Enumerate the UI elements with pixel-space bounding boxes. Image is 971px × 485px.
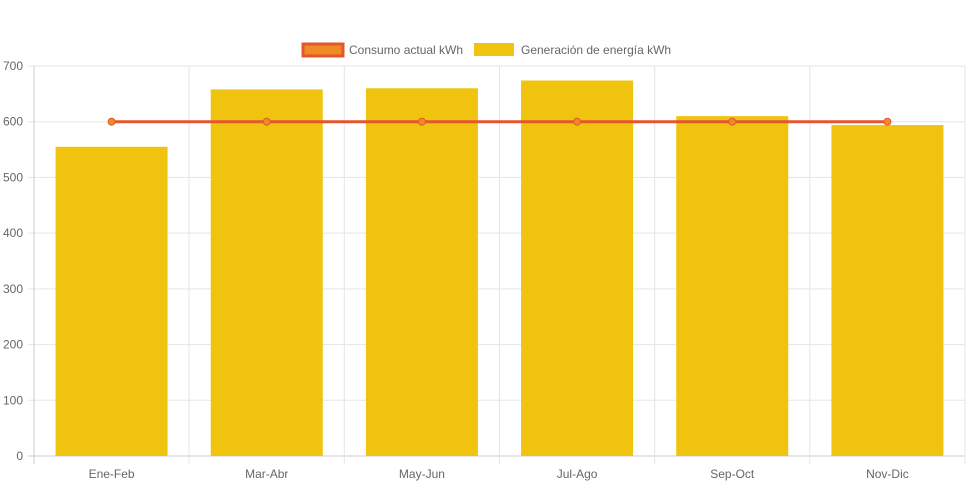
- bar[interactable]: [521, 80, 634, 456]
- bar[interactable]: [676, 116, 789, 457]
- y-tick-label: 500: [3, 170, 23, 184]
- legend-item[interactable]: Consumo actual kWh: [301, 42, 463, 58]
- legend-item[interactable]: Generación de energía kWh: [474, 43, 671, 57]
- y-tick-label: 200: [3, 338, 23, 352]
- grid: [28, 65, 966, 464]
- legend-swatch: [301, 42, 345, 58]
- line-point[interactable]: [417, 117, 426, 126]
- x-axis-ticks: Ene-Feb Mar-Abr May-Jun Jul-Ago Sep-Oct Nov-D…: [89, 467, 909, 481]
- legend-swatch: [474, 43, 514, 56]
- y-axis-ticks: 0 100 200 300 400 500 600 700: [3, 59, 23, 463]
- y-tick-label: 100: [3, 393, 23, 407]
- line-series: [107, 117, 892, 126]
- x-tick-label: Nov-Dic: [866, 467, 909, 481]
- bar[interactable]: [831, 125, 944, 457]
- line-point[interactable]: [883, 117, 892, 126]
- bar[interactable]: [210, 89, 323, 457]
- y-tick-label: 0: [16, 449, 23, 463]
- x-tick-label: Jul-Ago: [557, 467, 598, 481]
- x-tick-label: May-Jun: [399, 467, 445, 481]
- line-point[interactable]: [573, 117, 582, 126]
- line-point[interactable]: [262, 117, 271, 126]
- legend-label: Consumo actual kWh: [349, 43, 463, 57]
- bar[interactable]: [365, 88, 478, 457]
- y-tick-label: 700: [3, 59, 23, 73]
- line-point[interactable]: [728, 117, 737, 126]
- bar-series: [55, 80, 944, 457]
- legend-label: Generación de energía kWh: [521, 43, 671, 57]
- y-tick-label: 400: [3, 226, 23, 240]
- y-tick-label: 600: [3, 115, 23, 129]
- x-tick-label: Ene-Feb: [89, 467, 135, 481]
- legend[interactable]: Consumo actual kWh Generación de energía …: [301, 42, 671, 58]
- line-point[interactable]: [107, 117, 116, 126]
- bar[interactable]: [55, 146, 168, 457]
- x-tick-label: Mar-Abr: [245, 467, 288, 481]
- x-tick-label: Sep-Oct: [710, 467, 755, 481]
- y-tick-label: 300: [3, 282, 23, 296]
